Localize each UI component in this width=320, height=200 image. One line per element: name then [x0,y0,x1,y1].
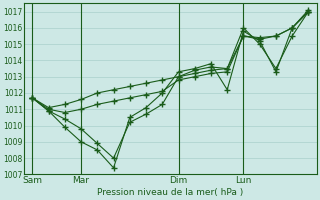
X-axis label: Pression niveau de la mer( hPa ): Pression niveau de la mer( hPa ) [97,188,244,197]
